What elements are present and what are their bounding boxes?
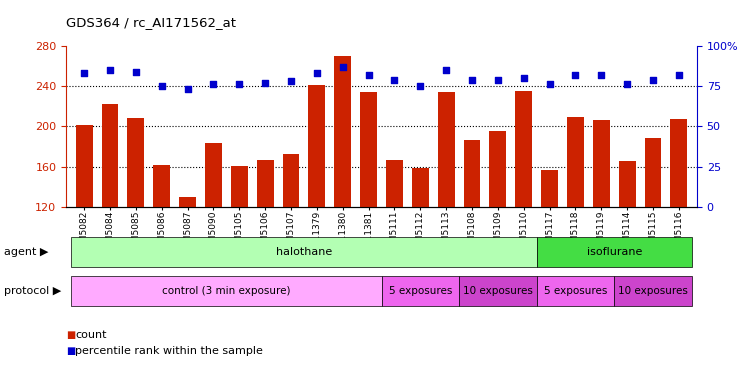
Point xyxy=(673,72,685,78)
Text: 10 exposures: 10 exposures xyxy=(463,285,532,296)
Point xyxy=(155,83,167,89)
Point xyxy=(440,67,452,73)
Bar xyxy=(101,104,119,207)
Bar xyxy=(153,165,170,207)
Text: count: count xyxy=(75,330,107,340)
Text: ■: ■ xyxy=(66,330,75,340)
Text: ■: ■ xyxy=(66,346,75,356)
Point xyxy=(259,80,271,86)
Text: isoflurane: isoflurane xyxy=(587,247,642,257)
Point xyxy=(647,76,659,82)
Text: 5 exposures: 5 exposures xyxy=(544,285,607,296)
Point xyxy=(415,83,427,89)
Point xyxy=(285,78,297,84)
Bar xyxy=(231,165,248,207)
Text: 5 exposures: 5 exposures xyxy=(388,285,452,296)
Point xyxy=(363,72,375,78)
Point xyxy=(388,76,400,82)
Bar xyxy=(438,92,454,207)
Text: percentile rank within the sample: percentile rank within the sample xyxy=(75,346,263,356)
Text: protocol ▶: protocol ▶ xyxy=(4,285,61,296)
Bar xyxy=(282,154,300,207)
Point xyxy=(182,86,194,92)
Point xyxy=(517,75,529,81)
Text: control (3 min exposure): control (3 min exposure) xyxy=(162,285,291,296)
Bar xyxy=(515,91,532,207)
Bar xyxy=(541,169,558,207)
Point xyxy=(311,70,323,76)
Bar xyxy=(619,161,635,207)
Bar xyxy=(463,140,481,207)
Point xyxy=(596,72,608,78)
Bar xyxy=(76,125,92,207)
Text: 10 exposures: 10 exposures xyxy=(618,285,688,296)
Point xyxy=(104,67,116,73)
Bar xyxy=(205,143,222,207)
Point xyxy=(78,70,90,76)
Bar xyxy=(257,160,273,207)
Bar xyxy=(128,118,144,207)
Point xyxy=(336,64,348,70)
Point xyxy=(234,82,246,87)
Text: GDS364 / rc_AI171562_at: GDS364 / rc_AI171562_at xyxy=(66,16,236,30)
Bar xyxy=(360,92,377,207)
Bar xyxy=(412,168,429,207)
Text: agent ▶: agent ▶ xyxy=(4,247,48,257)
Point xyxy=(130,68,142,74)
Bar xyxy=(490,131,506,207)
Point xyxy=(207,82,219,87)
Bar xyxy=(644,138,662,207)
Bar xyxy=(334,56,351,207)
Bar xyxy=(593,120,610,207)
Bar xyxy=(567,117,584,207)
Bar xyxy=(179,197,196,207)
Point xyxy=(466,76,478,82)
Point xyxy=(492,76,504,82)
Point xyxy=(569,72,581,78)
Text: halothane: halothane xyxy=(276,247,332,257)
Point xyxy=(544,82,556,87)
Bar xyxy=(671,119,687,207)
Bar xyxy=(386,160,403,207)
Point xyxy=(621,82,633,87)
Bar xyxy=(309,85,325,207)
